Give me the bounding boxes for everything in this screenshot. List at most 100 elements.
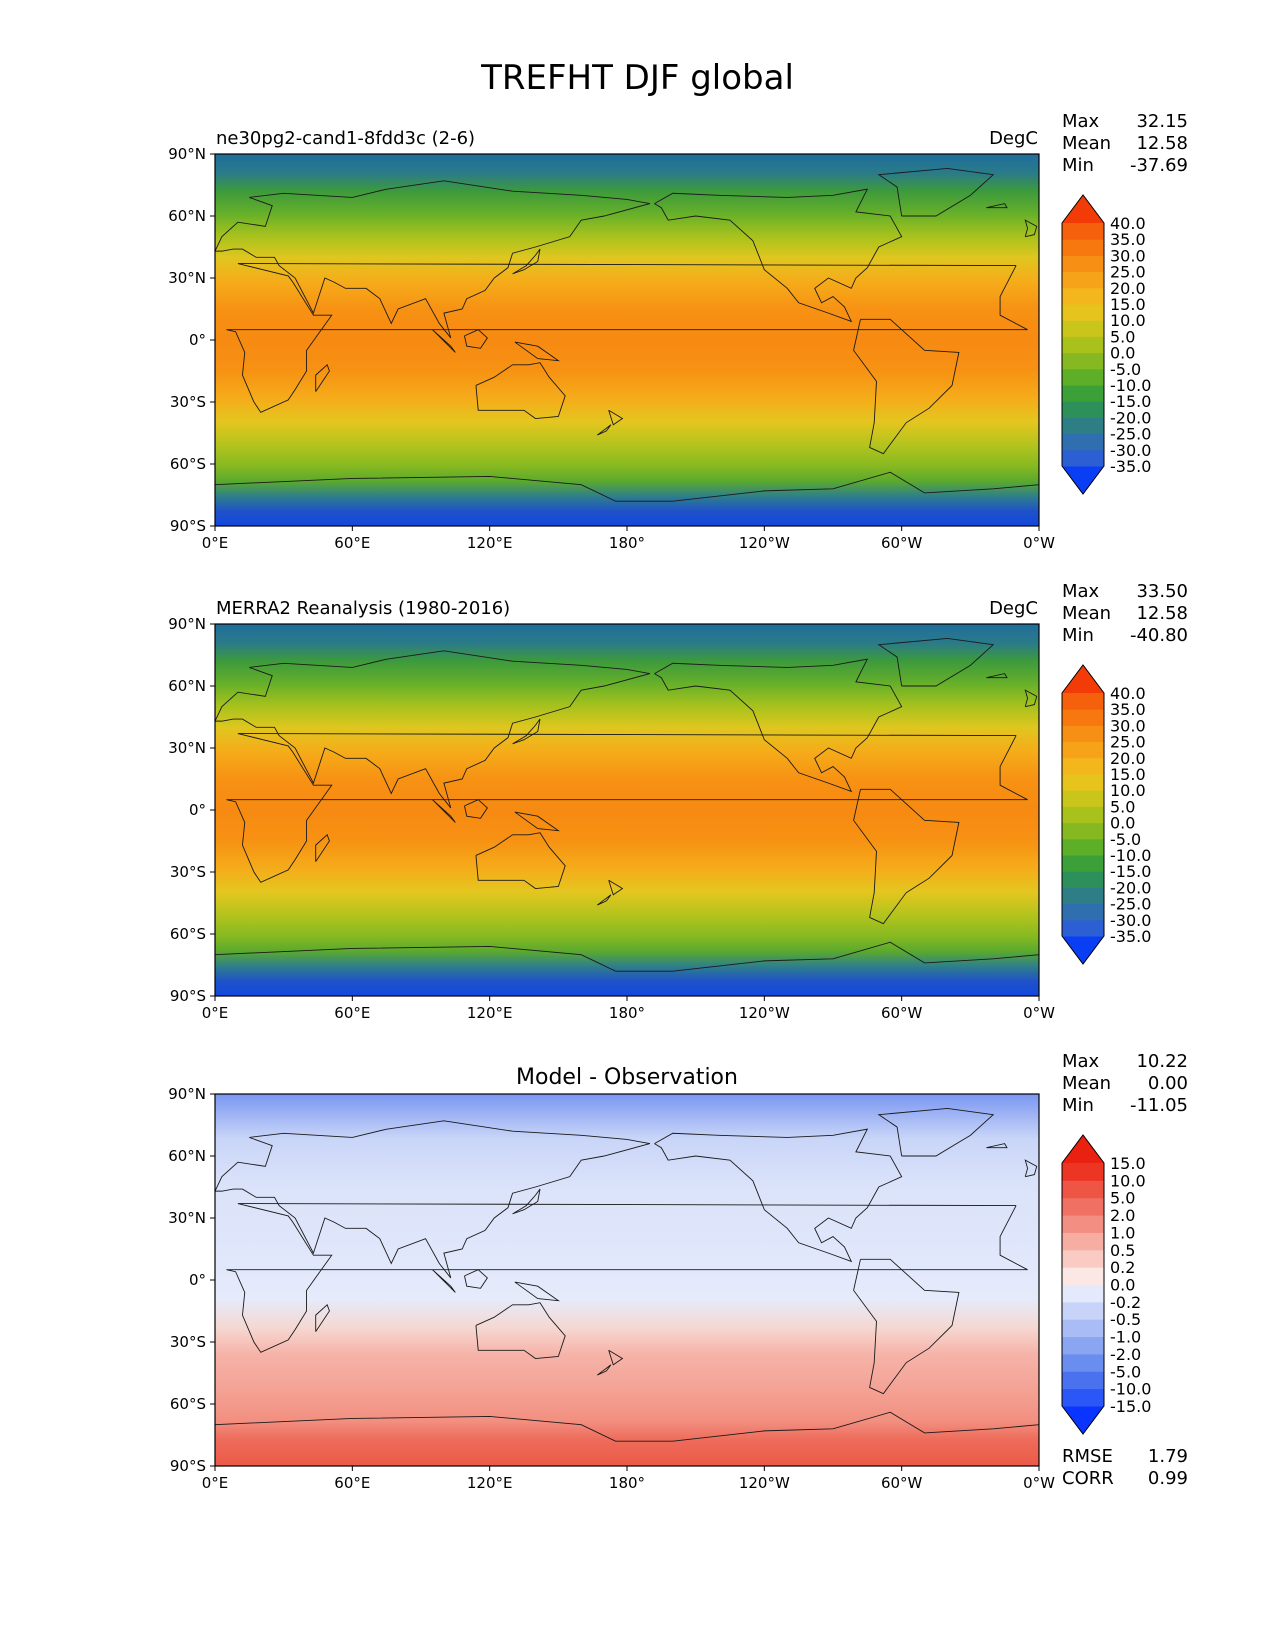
colorbar: 15.010.05.02.01.00.50.20.0-0.2-0.5-1.0-2… — [1061, 1134, 1151, 1435]
y-tick-label: 30°S — [170, 863, 206, 881]
colorbar-band — [1062, 1215, 1104, 1233]
stat-value: -11.05 — [1130, 1095, 1188, 1116]
stat-label: Mean — [1062, 603, 1111, 624]
coastline — [215, 941, 1039, 972]
colorbar-band — [1062, 887, 1104, 905]
x-tick-label: 60°E — [334, 534, 370, 552]
y-tick-label: 90°S — [170, 1457, 206, 1475]
colorbar-tick-label: -1.0 — [1110, 1328, 1141, 1347]
colorbar-band — [1062, 1301, 1104, 1320]
colorbar-tick-label: 40.0 — [1110, 214, 1146, 233]
colorbar-tick-label: 25.0 — [1110, 263, 1146, 282]
colorbar-tick-label: -10.0 — [1110, 1380, 1151, 1399]
x-tick-label: 120°W — [739, 1004, 790, 1022]
colorbar-band — [1062, 401, 1104, 418]
panel-title-left: MERRA2 Reanalysis (1980-2016) — [216, 598, 510, 619]
colorbar-band — [1062, 368, 1104, 386]
coastline — [432, 799, 456, 823]
y-tick-label: 60°S — [170, 455, 206, 473]
colorbar-tick-label: 30.0 — [1110, 246, 1146, 265]
colorbar-tick-label: 5.0 — [1110, 797, 1135, 816]
colorbar-extend-max — [1062, 665, 1104, 693]
coastline — [226, 733, 1028, 883]
colorbar-band — [1062, 822, 1104, 840]
coastline — [596, 1364, 612, 1376]
colorbar-band — [1062, 449, 1104, 467]
colorbar-tick-label: 35.0 — [1110, 700, 1146, 719]
colorbar-tick-label: -30.0 — [1110, 441, 1151, 460]
colorbar-band — [1062, 223, 1104, 240]
coastline — [877, 168, 995, 217]
y-tick-label: 30°S — [170, 1333, 206, 1351]
coastline — [596, 424, 612, 436]
colorbar-tick-label: 0.5 — [1110, 1241, 1135, 1260]
coastlines — [215, 1108, 1039, 1442]
y-tick-label: 90°N — [168, 145, 206, 163]
colorbar-band — [1062, 1249, 1104, 1268]
x-tick-label: 60°W — [881, 534, 923, 552]
colorbar-band — [1062, 1388, 1104, 1407]
coastline — [475, 832, 566, 889]
stat-value: -40.80 — [1130, 625, 1188, 646]
panel-units: DegC — [989, 128, 1038, 149]
y-tick-label: 90°S — [170, 517, 206, 535]
colorbar-band — [1062, 1197, 1104, 1216]
coastline — [986, 203, 1008, 209]
x-tick-label: 60°E — [334, 1004, 370, 1022]
colorbar-tick-label: 30.0 — [1110, 716, 1146, 735]
coastline — [475, 362, 566, 419]
colorbar-tick-label: 0.0 — [1110, 344, 1135, 363]
colorbar-tick-label: 0.2 — [1110, 1258, 1135, 1277]
stat-label: Min — [1062, 1095, 1094, 1116]
colorbar-band — [1062, 1232, 1104, 1251]
y-tick-label: 0° — [189, 1271, 206, 1289]
colorbar-band — [1062, 871, 1104, 888]
colorbar-tick-label: -15.0 — [1110, 392, 1151, 411]
coastline — [877, 1108, 995, 1157]
x-tick-label: 0°W — [1023, 534, 1055, 552]
coastline — [432, 1269, 456, 1293]
x-tick-label: 0°E — [202, 1474, 229, 1492]
colorbar-tick-label: 0.0 — [1110, 814, 1135, 833]
colorbar-extend-min — [1062, 466, 1104, 494]
coastline — [512, 718, 541, 745]
y-tick-label: 30°N — [168, 1209, 206, 1227]
colorbar-band — [1062, 385, 1104, 402]
coastline — [853, 788, 960, 925]
colorbar-tick-label: 35.0 — [1110, 230, 1146, 249]
coastline — [512, 248, 541, 275]
colorbar-band — [1062, 1267, 1104, 1285]
stat-label: Mean — [1062, 1073, 1111, 1094]
stat-label: Max — [1062, 111, 1100, 132]
x-tick-label: 60°W — [881, 1004, 923, 1022]
colorbar-tick-label: -35.0 — [1110, 457, 1151, 476]
colorbar-band — [1062, 790, 1104, 807]
coastline — [432, 329, 456, 353]
colorbar-band — [1062, 693, 1104, 710]
stat-value: 33.50 — [1136, 581, 1188, 602]
x-tick-label: 120°W — [739, 1474, 790, 1492]
coastline — [226, 1203, 1028, 1353]
coastline — [215, 180, 651, 339]
coastline — [853, 1258, 960, 1395]
colorbar-tick-label: 5.0 — [1110, 1189, 1135, 1208]
colorbar-tick-label: 2.0 — [1110, 1206, 1135, 1225]
panel-title-left: ne30pg2-cand1-8fdd3c (2-6) — [216, 128, 475, 149]
coastline — [654, 188, 903, 323]
coastline — [608, 1349, 624, 1366]
y-tick-label: 90°N — [168, 1085, 206, 1103]
coastline — [986, 1143, 1008, 1149]
colorbar-tick-label: -5.0 — [1110, 1362, 1141, 1381]
coastline — [215, 650, 651, 809]
coastline — [215, 1120, 651, 1279]
colorbar-outline — [1061, 664, 1105, 965]
y-tick-label: 60°S — [170, 925, 206, 943]
colorbar-extend-max — [1062, 195, 1104, 223]
colorbar-outline — [1061, 194, 1105, 495]
x-tick-label: 180° — [609, 1474, 645, 1492]
y-tick-label: 60°S — [170, 1395, 206, 1413]
x-tick-label: 120°E — [467, 534, 513, 552]
panel-3: 0°E 60°E 120°E 180° 120°W 60°W 0°W 90°N 60°N 30°N… — [168, 1051, 1188, 1492]
coastline — [1024, 219, 1038, 238]
